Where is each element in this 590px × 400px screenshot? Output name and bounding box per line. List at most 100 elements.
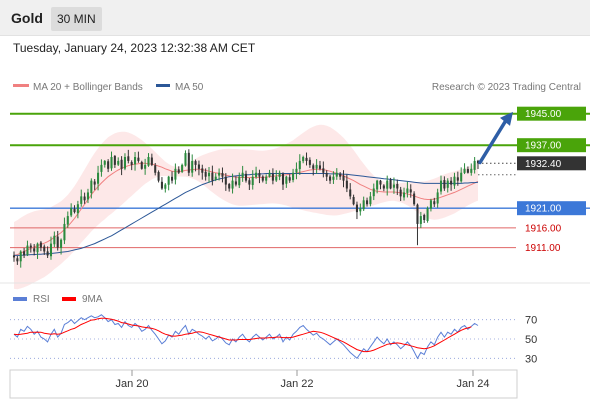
candle-body (345, 180, 348, 189)
candle-body (113, 155, 116, 165)
candle-body (224, 176, 227, 185)
level-label-1916.00: 1916.00 (525, 223, 562, 234)
candle-body (372, 188, 375, 197)
candle-body (470, 168, 473, 173)
candle-body (339, 173, 342, 177)
candle-body (278, 172, 281, 177)
candle-body (362, 200, 365, 210)
candle-body (16, 258, 19, 262)
candle-body (298, 160, 301, 170)
candle-body (127, 156, 130, 161)
candle-body (140, 162, 143, 169)
candle-body (73, 208, 76, 213)
candle-body (60, 239, 63, 248)
candle-body (197, 164, 200, 169)
candle-body (382, 185, 385, 189)
candle-body (194, 161, 197, 165)
candle-body (86, 192, 90, 200)
candle-body (322, 168, 325, 173)
candle-body (255, 172, 258, 177)
level-tag-1937.00 (517, 138, 586, 153)
candle-body (281, 173, 285, 185)
candle-body (376, 180, 379, 190)
candle-body (46, 251, 49, 256)
ma20-legend-label: MA 20 + Bollinger Bands (33, 82, 143, 93)
target-arrow-shaft (478, 118, 508, 165)
candle-body (359, 208, 362, 212)
candle-body (150, 157, 153, 165)
level-labels-layer: 1945.00 1937.00 1932.40 1921.00 1916.00 1911.… (478, 106, 586, 254)
candle-body (258, 173, 261, 177)
candle-body (325, 173, 328, 177)
candle-body (271, 173, 274, 181)
rsi-legend-label: RSI (33, 294, 50, 305)
candle-body (201, 168, 204, 173)
candle-body (123, 157, 126, 169)
levels-layer (10, 112, 590, 249)
candle-body (147, 157, 150, 166)
candle-body (43, 246, 46, 252)
candle-body (456, 177, 459, 181)
rsi-layer: 70 50 30 (10, 314, 537, 365)
candle-body (315, 164, 318, 169)
bollinger-band-area (14, 124, 478, 290)
candle-body (23, 251, 26, 256)
candle-body (268, 172, 271, 177)
candle-body (174, 168, 177, 180)
candle-body (352, 196, 355, 205)
candle-body (191, 160, 194, 173)
candle-body (399, 189, 402, 197)
candle-body (83, 196, 86, 201)
top-bar: Gold 30 MIN (0, 0, 590, 36)
candle-body (355, 204, 358, 213)
candle-body (265, 176, 268, 181)
candle-body (90, 180, 93, 193)
candle-body (295, 168, 298, 173)
candle-body (335, 172, 338, 177)
level-tag-1921.00 (517, 201, 586, 216)
rsi-tick-70: 70 (525, 315, 537, 327)
candle-body (312, 165, 315, 169)
candle-body (144, 164, 147, 169)
candles-layer (12, 149, 480, 268)
rsi-ma-legend-swatch (62, 297, 76, 301)
candle-body (107, 161, 110, 169)
candle-body (181, 164, 184, 172)
candle-body (436, 192, 439, 204)
candle-body (386, 180, 389, 189)
candle-body (134, 157, 137, 165)
candle-body (221, 173, 224, 177)
candle-body (70, 208, 73, 216)
level-label-1932.40: 1932.40 (525, 159, 562, 170)
candle-body (204, 171, 207, 177)
level-tag-1945.00 (517, 106, 586, 121)
candle-body (476, 160, 480, 164)
candle-body (170, 176, 174, 181)
time-tick-label: Jan 24 (456, 378, 489, 390)
candle-body (416, 204, 419, 224)
candle-body (473, 160, 476, 170)
candle-body (241, 172, 244, 178)
candle-body (439, 180, 443, 192)
candle-body (443, 180, 446, 189)
candle-body (29, 245, 32, 248)
timeframe-button[interactable]: 30 MIN (51, 7, 102, 31)
candle-body (100, 164, 103, 172)
candle-body (164, 184, 167, 189)
candle-body (218, 172, 221, 176)
candle-body (332, 176, 335, 180)
candle-body (39, 242, 42, 248)
candle-body (130, 162, 133, 165)
candle-body (187, 152, 190, 173)
candle-body (167, 176, 170, 185)
candle-body (26, 245, 29, 255)
bollinger-bands-layer (14, 124, 478, 290)
candle-body (12, 255, 16, 258)
candle-body (409, 189, 412, 193)
candle-body (238, 176, 241, 186)
candle-body (366, 200, 369, 205)
ma50-legend-swatch (156, 84, 170, 87)
candle-body (450, 180, 453, 185)
candle-body (137, 157, 140, 161)
